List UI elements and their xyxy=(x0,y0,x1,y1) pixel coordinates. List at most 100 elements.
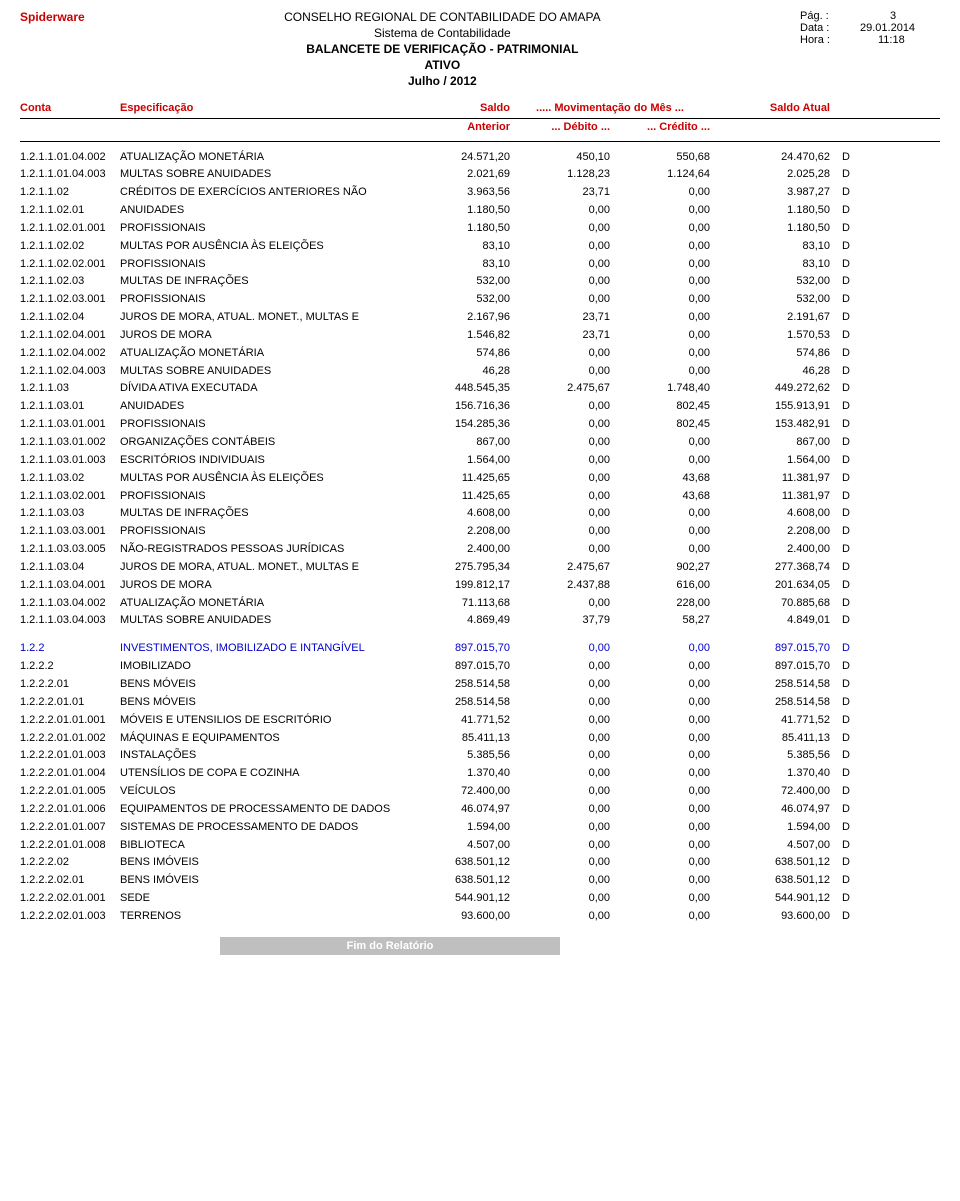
cell-saldo-atual: 897.015,70 xyxy=(710,659,830,674)
cell-debito: 0,00 xyxy=(510,659,610,674)
cell-dc: D xyxy=(830,873,850,888)
cell-debito: 0,00 xyxy=(510,471,610,486)
cell-credito: 0,00 xyxy=(610,855,710,870)
table-row: 1.2.2.2.01.01.002MÁQUINAS E EQUIPAMENTOS… xyxy=(20,729,940,747)
cell-saldo-anterior: 1.594,00 xyxy=(400,820,510,835)
cell-saldo-atual: 2.191,67 xyxy=(710,310,830,325)
cell-credito: 228,00 xyxy=(610,596,710,611)
cell-dc: D xyxy=(830,802,850,817)
table-row: 1.2.1.1.03.01.001PROFISSIONAIS154.285,36… xyxy=(20,416,940,434)
cell-saldo-anterior: 41.771,52 xyxy=(400,713,510,728)
cell-saldo-anterior: 258.514,58 xyxy=(400,677,510,692)
cell-dc: D xyxy=(830,453,850,468)
cell-dc: D xyxy=(830,185,850,200)
cell-saldo-anterior: 897.015,70 xyxy=(400,659,510,674)
cell-debito: 0,00 xyxy=(510,802,610,817)
cell-espec: VEÍCULOS xyxy=(120,784,400,799)
cell-conta: 1.2.1.1.03.03.005 xyxy=(20,542,120,557)
cell-saldo-anterior: 638.501,12 xyxy=(400,855,510,870)
cell-dc: D xyxy=(830,417,850,432)
cell-dc: D xyxy=(830,239,850,254)
cell-espec: JUROS DE MORA xyxy=(120,578,400,593)
cell-saldo-anterior: 2.021,69 xyxy=(400,167,510,182)
cell-debito: 2.437,88 xyxy=(510,578,610,593)
cell-credito: 43,68 xyxy=(610,471,710,486)
cell-saldo-atual: 1.180,50 xyxy=(710,221,830,236)
cell-debito: 0,00 xyxy=(510,435,610,450)
cell-espec: CRÉDITOS DE EXERCÍCIOS ANTERIORES NÃO xyxy=(120,185,400,200)
cell-dc: D xyxy=(830,167,850,182)
cell-credito: 0,00 xyxy=(610,257,710,272)
cell-credito: 0,00 xyxy=(610,346,710,361)
cell-saldo-anterior: 4.507,00 xyxy=(400,838,510,853)
cell-debito: 0,00 xyxy=(510,292,610,307)
page-label: Pág. : xyxy=(800,10,850,22)
cell-espec: ATUALIZAÇÃO MONETÁRIA xyxy=(120,346,400,361)
cell-saldo-anterior: 93.600,00 xyxy=(400,909,510,924)
cell-saldo-atual: 574,86 xyxy=(710,346,830,361)
cell-espec: JUROS DE MORA, ATUAL. MONET., MULTAS E xyxy=(120,560,400,575)
cell-conta: 1.2.1.1.02.02.001 xyxy=(20,257,120,272)
cell-debito: 0,00 xyxy=(510,873,610,888)
cell-saldo-anterior: 258.514,58 xyxy=(400,695,510,710)
cell-debito: 0,00 xyxy=(510,542,610,557)
cell-credito: 0,00 xyxy=(610,659,710,674)
cell-saldo-anterior: 867,00 xyxy=(400,435,510,450)
cell-debito: 23,71 xyxy=(510,185,610,200)
cell-espec: SEDE xyxy=(120,891,400,906)
cell-credito: 0,00 xyxy=(610,820,710,835)
cell-saldo-atual: 46,28 xyxy=(710,364,830,379)
table-row: 1.2.1.1.02.03.001PROFISSIONAIS532,000,00… xyxy=(20,291,940,309)
report-title: BALANCETE DE VERIFICAÇÃO - PATRIMONIAL xyxy=(85,42,800,56)
cell-espec: MULTAS DE INFRAÇÕES xyxy=(120,274,400,289)
cell-espec: ATUALIZAÇÃO MONETÁRIA xyxy=(120,150,400,165)
cell-credito: 0,00 xyxy=(610,784,710,799)
cell-saldo-atual: 1.564,00 xyxy=(710,453,830,468)
cell-espec: UTENSÍLIOS DE COPA E COZINHA xyxy=(120,766,400,781)
cell-espec: BENS IMÓVEIS xyxy=(120,855,400,870)
cell-saldo-anterior: 83,10 xyxy=(400,239,510,254)
cell-saldo-atual: 11.381,97 xyxy=(710,489,830,504)
table-row: 1.2.2.2.01.01.005VEÍCULOS72.400,000,000,… xyxy=(20,783,940,801)
cell-debito: 37,79 xyxy=(510,613,610,628)
cell-saldo-atual: 449.272,62 xyxy=(710,381,830,396)
cell-dc: D xyxy=(830,292,850,307)
cell-saldo-atual: 258.514,58 xyxy=(710,677,830,692)
cell-debito: 23,71 xyxy=(510,328,610,343)
table-row: 1.2.1.1.02.04.001JUROS DE MORA1.546,8223… xyxy=(20,326,940,344)
cell-espec: MULTAS SOBRE ANUIDADES xyxy=(120,167,400,182)
cell-espec: BENS MÓVEIS xyxy=(120,695,400,710)
cell-dc: D xyxy=(830,820,850,835)
cell-saldo-anterior: 4.869,49 xyxy=(400,613,510,628)
cell-saldo-anterior: 1.180,50 xyxy=(400,203,510,218)
cell-saldo-atual: 277.368,74 xyxy=(710,560,830,575)
cell-conta: 1.2.2.2.01.01.007 xyxy=(20,820,120,835)
cell-debito: 0,00 xyxy=(510,346,610,361)
cell-saldo-anterior: 1.546,82 xyxy=(400,328,510,343)
cell-saldo-anterior: 3.963,56 xyxy=(400,185,510,200)
date-label: Data : xyxy=(800,22,850,34)
cell-espec: DÍVIDA ATIVA EXECUTADA xyxy=(120,381,400,396)
cell-debito: 0,00 xyxy=(510,506,610,521)
col-mov: ..... Movimentação do Mês ... xyxy=(510,102,710,114)
column-header-row-1: Conta Especificação Saldo ..... Moviment… xyxy=(20,96,940,119)
cell-conta: 1.2.1.1.02.04.001 xyxy=(20,328,120,343)
cell-espec: JUROS DE MORA, ATUAL. MONET., MULTAS E xyxy=(120,310,400,325)
table-row: 1.2.1.1.03.03.005NÃO-REGISTRADOS PESSOAS… xyxy=(20,541,940,559)
cell-espec: MULTAS SOBRE ANUIDADES xyxy=(120,613,400,628)
cell-debito: 0,00 xyxy=(510,453,610,468)
cell-saldo-anterior: 199.812,17 xyxy=(400,578,510,593)
table-row: 1.2.1.1.03DÍVIDA ATIVA EXECUTADA448.545,… xyxy=(20,380,940,398)
section-name: ATIVO xyxy=(85,58,800,72)
cell-saldo-anterior: 2.167,96 xyxy=(400,310,510,325)
cell-conta: 1.2.2 xyxy=(20,641,120,656)
cell-dc: D xyxy=(830,381,850,396)
col-saldo-atual: Saldo Atual xyxy=(710,102,830,114)
cell-espec: INSTALAÇÕES xyxy=(120,748,400,763)
cell-saldo-atual: 93.600,00 xyxy=(710,909,830,924)
table-row: 1.2.1.1.02.01.001PROFISSIONAIS1.180,500,… xyxy=(20,219,940,237)
col-conta: Conta xyxy=(20,102,120,114)
vendor-name: Spiderware xyxy=(20,10,85,24)
cell-conta: 1.2.1.1.03.01.002 xyxy=(20,435,120,450)
cell-espec: ANUIDADES xyxy=(120,399,400,414)
